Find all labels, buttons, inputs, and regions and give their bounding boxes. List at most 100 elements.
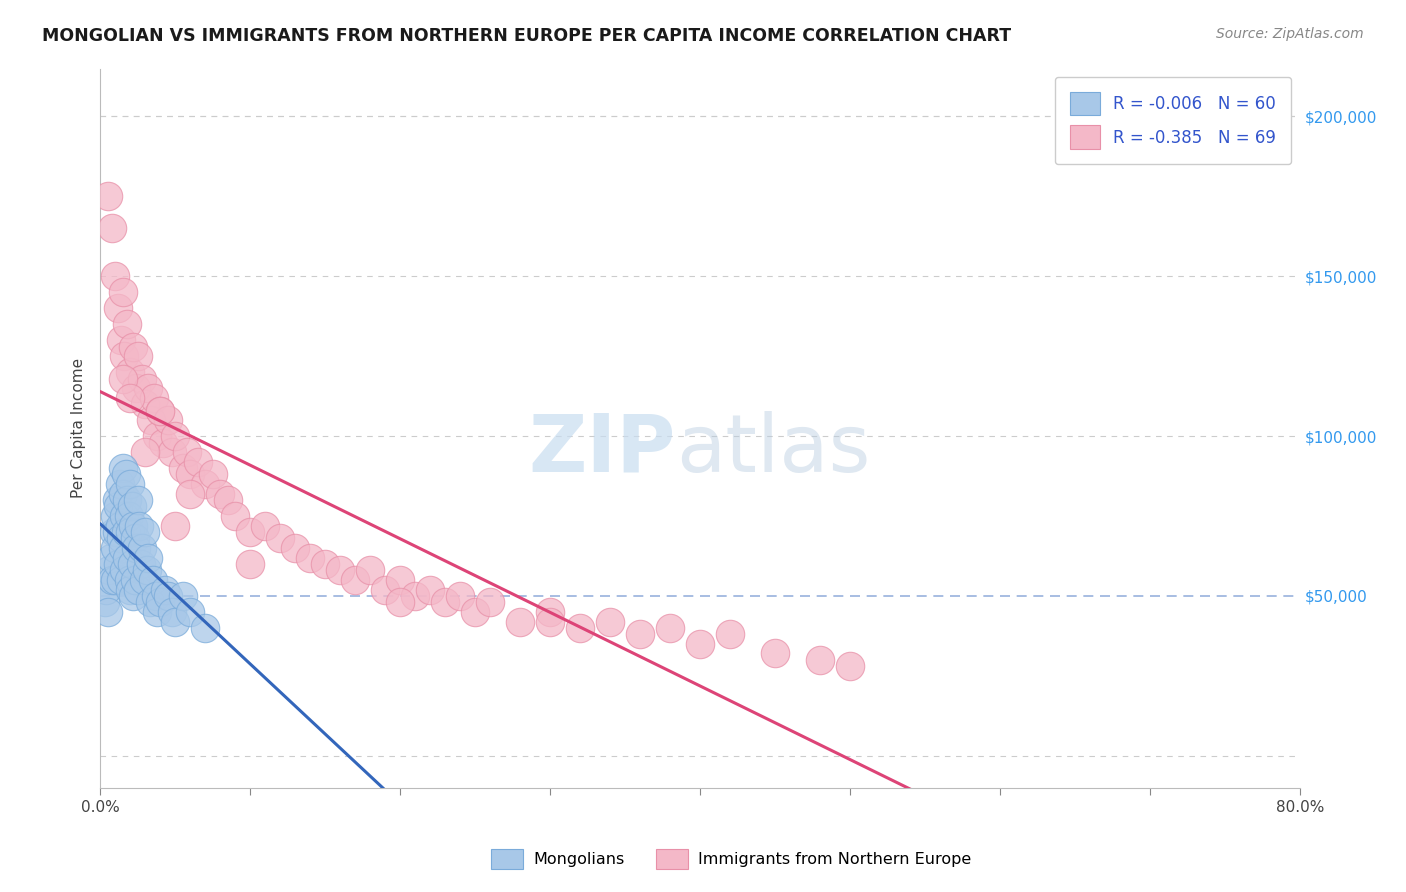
Point xyxy=(179,486,201,500)
Point xyxy=(138,595,160,609)
Point xyxy=(165,518,187,533)
Point xyxy=(127,493,149,508)
Point xyxy=(112,509,135,524)
Point xyxy=(120,477,142,491)
Point xyxy=(111,541,134,555)
Point xyxy=(93,595,115,609)
Point xyxy=(122,589,145,603)
Point xyxy=(104,509,127,524)
Point xyxy=(389,573,412,587)
Point xyxy=(112,563,135,577)
Point xyxy=(132,573,155,587)
Point xyxy=(135,563,157,577)
Point xyxy=(98,563,121,577)
Point xyxy=(101,221,124,235)
Point xyxy=(156,413,179,427)
Point xyxy=(120,365,142,379)
Point xyxy=(146,429,169,443)
Text: Source: ZipAtlas.com: Source: ZipAtlas.com xyxy=(1216,27,1364,41)
Point xyxy=(108,518,131,533)
Point xyxy=(344,573,367,587)
Point xyxy=(628,627,651,641)
Point xyxy=(145,589,167,603)
Text: MONGOLIAN VS IMMIGRANTS FROM NORTHERN EUROPE PER CAPITA INCOME CORRELATION CHART: MONGOLIAN VS IMMIGRANTS FROM NORTHERN EU… xyxy=(42,27,1011,45)
Point xyxy=(111,371,134,385)
Point xyxy=(121,557,143,571)
Point xyxy=(107,500,129,514)
Point xyxy=(104,573,127,587)
Point xyxy=(374,582,396,597)
Point xyxy=(146,605,169,619)
Point xyxy=(115,550,138,565)
Point xyxy=(131,371,153,385)
Point xyxy=(201,467,224,482)
Point xyxy=(120,391,142,405)
Point xyxy=(434,595,457,609)
Point xyxy=(97,189,120,203)
Point xyxy=(114,524,136,539)
Point xyxy=(284,541,307,555)
Point xyxy=(104,541,127,555)
Point xyxy=(120,524,142,539)
Point xyxy=(125,381,148,395)
Point xyxy=(165,429,187,443)
Point xyxy=(449,589,471,603)
Point xyxy=(149,403,172,417)
Point xyxy=(153,582,176,597)
Point xyxy=(179,605,201,619)
Point xyxy=(599,615,621,629)
Point xyxy=(110,333,132,347)
Point xyxy=(124,573,146,587)
Point xyxy=(160,605,183,619)
Point xyxy=(101,573,124,587)
Point xyxy=(105,524,128,539)
Point xyxy=(209,486,232,500)
Point xyxy=(217,493,239,508)
Point xyxy=(194,621,217,635)
Point xyxy=(838,659,860,673)
Point xyxy=(149,595,172,609)
Legend: Mongolians, Immigrants from Northern Europe: Mongolians, Immigrants from Northern Eur… xyxy=(485,843,977,875)
Point xyxy=(464,605,486,619)
Y-axis label: Per Capita Income: Per Capita Income xyxy=(72,358,86,499)
Point xyxy=(110,532,132,546)
Point xyxy=(104,269,127,284)
Point xyxy=(129,557,152,571)
Point xyxy=(131,541,153,555)
Point xyxy=(239,524,262,539)
Point xyxy=(172,461,194,475)
Point xyxy=(122,518,145,533)
Point xyxy=(194,477,217,491)
Point xyxy=(103,524,125,539)
Point xyxy=(134,397,156,411)
Text: ZIP: ZIP xyxy=(529,410,676,489)
Point xyxy=(136,381,159,395)
Point xyxy=(179,467,201,482)
Point xyxy=(94,582,117,597)
Point xyxy=(134,524,156,539)
Point xyxy=(160,445,183,459)
Point xyxy=(111,285,134,300)
Point xyxy=(509,615,531,629)
Point xyxy=(389,595,412,609)
Point xyxy=(404,589,426,603)
Point xyxy=(142,573,165,587)
Point xyxy=(254,518,277,533)
Point xyxy=(115,318,138,332)
Point xyxy=(117,509,139,524)
Point xyxy=(478,595,501,609)
Point xyxy=(165,615,187,629)
Point xyxy=(763,647,786,661)
Point xyxy=(134,445,156,459)
Point xyxy=(149,403,172,417)
Point xyxy=(112,349,135,363)
Point xyxy=(139,413,162,427)
Point xyxy=(120,582,142,597)
Point xyxy=(359,563,381,577)
Point xyxy=(172,589,194,603)
Text: atlas: atlas xyxy=(676,410,870,489)
Point xyxy=(122,340,145,354)
Point xyxy=(127,582,149,597)
Legend: R = -0.006   N = 60, R = -0.385   N = 69: R = -0.006 N = 60, R = -0.385 N = 69 xyxy=(1054,77,1291,164)
Point xyxy=(127,349,149,363)
